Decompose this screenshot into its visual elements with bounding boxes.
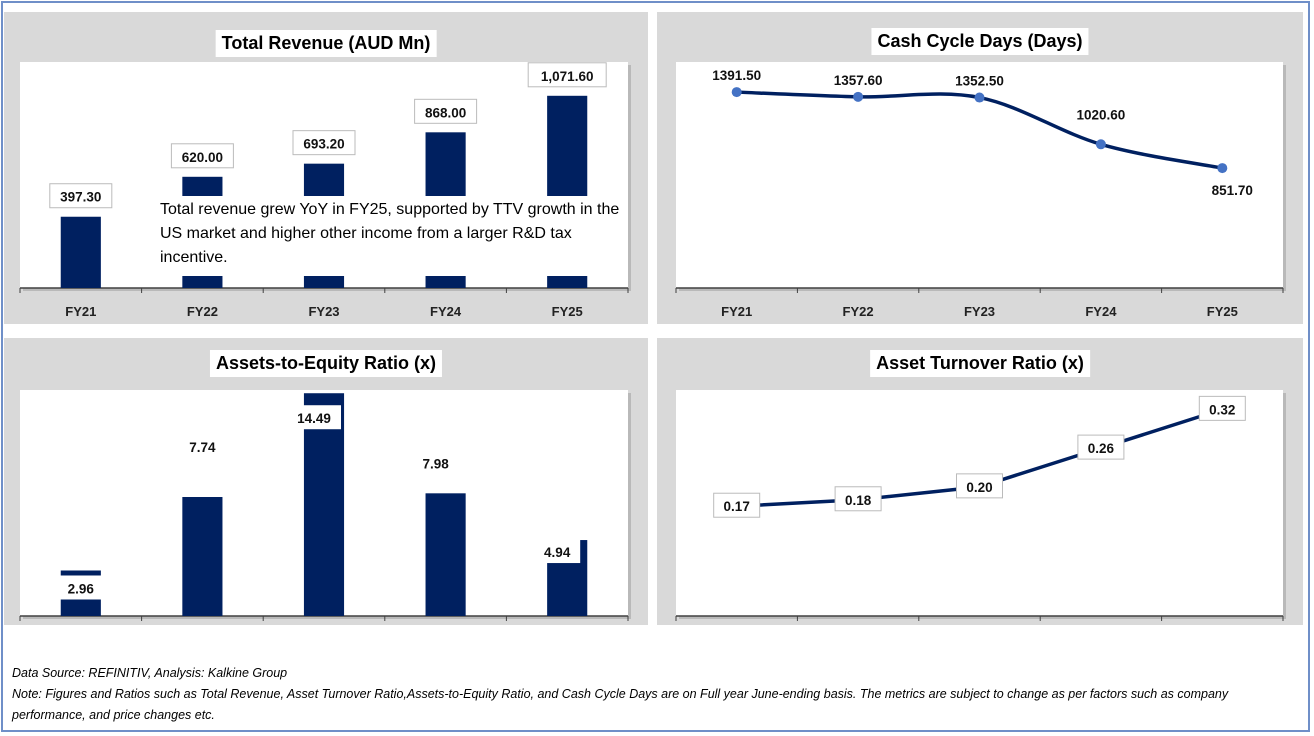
data-label: 0.17	[724, 499, 750, 514]
turnover-svg: FY21FY22FY23FY24FY250.170.180.200.260.32	[675, 390, 1286, 621]
x-tick-label: FY22	[187, 304, 218, 319]
revenue-annotation: Total revenue grew YoY in FY25, supporte…	[156, 196, 624, 276]
x-tick-label: FY21	[65, 304, 96, 319]
bar	[425, 493, 466, 616]
cash-svg: FY21 FY22 FY23 FY24 FY25 1391.50 1357.60 1352.5…	[675, 62, 1286, 319]
data-label: 851.70	[1212, 183, 1253, 198]
x-tick-label: FY21	[721, 304, 752, 319]
x-tick-label: FY25	[1207, 304, 1238, 319]
data-label: 1357.60	[834, 73, 883, 88]
footnote: Note: Figures and Ratios such as Total R…	[12, 687, 1229, 722]
footer: Data Source: REFINITIV, Analysis: Kalkin…	[12, 663, 1302, 726]
asset-turnover-chart-panel: FY21FY22FY23FY24FY250.170.180.200.260.32…	[657, 338, 1303, 625]
x-tick-label: FY23	[964, 304, 995, 319]
data-label: 0.20	[966, 480, 992, 495]
data-point	[853, 91, 864, 102]
data-label: 1,071.60	[541, 69, 594, 84]
data-label-box	[170, 143, 234, 169]
data-label-box	[287, 405, 341, 430]
bar	[182, 497, 223, 616]
chart-title: Cash Cycle Days (Days)	[871, 28, 1089, 55]
data-label: 1352.50	[955, 74, 1004, 89]
revenue-svg: FY21 FY22 FY23 FY24 FY25 397.30 620.00 693.20 86…	[19, 62, 631, 319]
data-label: 0.32	[1209, 402, 1235, 417]
data-label-box	[713, 492, 761, 518]
bar	[60, 216, 101, 288]
data-point	[1095, 139, 1106, 150]
data-label: 7.74	[189, 440, 216, 455]
data-label: 868.00	[425, 105, 466, 120]
data-source: Data Source: REFINITIV, Analysis: Kalkin…	[12, 666, 288, 680]
data-point	[974, 92, 985, 103]
data-label: 620.00	[182, 150, 223, 165]
data-label: 1391.50	[712, 68, 761, 83]
data-label-box	[179, 434, 226, 459]
bar	[303, 393, 345, 616]
x-tick-label: FY22	[843, 304, 874, 319]
data-label-box	[292, 130, 356, 156]
data-label-box	[527, 62, 607, 88]
x-tick-label: FY23	[308, 304, 339, 319]
chart-title: Total Revenue (AUD Mn)	[215, 30, 437, 57]
chart-title: Assets-to-Equity Ratio (x)	[209, 350, 443, 377]
chart-title: Asset Turnover Ratio (x)	[870, 350, 1090, 377]
data-label-box	[414, 98, 478, 124]
x-tick-label: FY25	[552, 304, 583, 319]
data-label: 1020.60	[1076, 107, 1125, 122]
data-point	[1217, 163, 1228, 174]
cash-cycle-chart-panel: FY21 FY22 FY23 FY24 FY25 1391.50 1357.60 1352.5…	[657, 12, 1303, 324]
data-label: 397.30	[60, 190, 101, 205]
assets-to-equity-chart-panel: FY21FY22FY23FY24FY252.967.7414.497.984.9…	[4, 338, 648, 625]
data-label: 0.18	[845, 493, 872, 508]
data-label: 4.94	[544, 545, 571, 560]
data-label: 693.20	[303, 137, 344, 152]
ate-svg: FY21FY22FY23FY24FY252.967.7414.497.984.9…	[19, 390, 631, 621]
data-label-box	[1077, 434, 1125, 460]
data-label-box	[57, 575, 104, 600]
x-tick-label: FY24	[1085, 304, 1117, 319]
revenue-chart-panel: FY21 FY22 FY23 FY24 FY25 397.30 620.00 693.20 86…	[4, 12, 648, 324]
data-label-box	[834, 486, 882, 512]
data-point	[731, 87, 742, 98]
data-label-box	[49, 183, 113, 209]
x-tick-label: FY24	[430, 304, 462, 319]
data-label: 14.49	[297, 411, 331, 426]
data-label-box	[956, 473, 1003, 499]
data-label-box	[534, 539, 581, 564]
data-label: 7.98	[422, 456, 449, 471]
data-label-box	[1198, 395, 1246, 421]
data-label: 0.26	[1088, 441, 1115, 456]
data-label-box	[412, 450, 459, 475]
data-label: 2.96	[68, 581, 95, 596]
